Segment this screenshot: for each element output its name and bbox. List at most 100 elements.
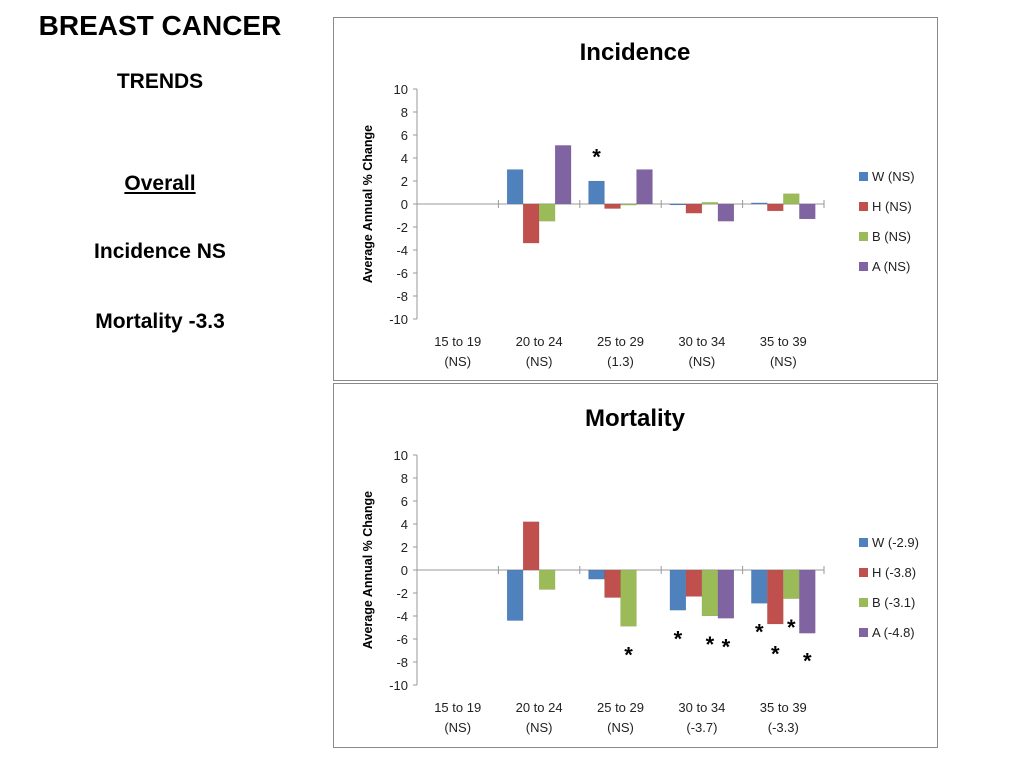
mortality-significance-marker: * — [755, 620, 764, 645]
mortality-legend-label-h: H (-3.8) — [872, 565, 916, 580]
incidence-bar-a — [717, 203, 735, 222]
incidence-legend-swatch-w — [859, 172, 868, 181]
incidence-bar-h — [604, 203, 621, 209]
mortality-y-tick-label: 8 — [401, 471, 408, 486]
mortality-y-tick-label: 6 — [401, 494, 408, 509]
incidence-x-tick-sublabel: (1.3) — [607, 354, 634, 369]
mortality-y-tick-label: 0 — [401, 563, 408, 578]
overall-heading: Overall — [124, 172, 196, 195]
mortality-y-tick-label: -10 — [389, 678, 408, 693]
mortality-x-tick-sublabel: (NS) — [444, 720, 471, 735]
incidence-y-tick-label: -10 — [389, 312, 408, 327]
incidence-x-tick-sublabel: (NS) — [689, 354, 716, 369]
incidence-y-tick-label: 10 — [394, 82, 408, 97]
mortality-y-tick-label: -8 — [396, 655, 408, 670]
mortality-y-axis-label: Average Annual % Change — [361, 491, 375, 649]
mortality-bar-b — [620, 569, 637, 627]
mortality-y-tick-label: -2 — [396, 586, 408, 601]
incidence-y-tick-label: 6 — [401, 128, 408, 143]
incidence-bar-h — [685, 203, 703, 214]
mortality-chart-title: Mortality — [585, 405, 686, 432]
mortality-summary: Mortality -3.3 — [95, 310, 225, 333]
mortality-significance-marker: * — [722, 634, 731, 659]
incidence-bar-b — [701, 202, 719, 205]
mortality-bar-w — [506, 569, 524, 621]
mortality-bar-h — [685, 569, 703, 597]
mortality-bar-a — [717, 569, 735, 619]
incidence-summary: Incidence NS — [94, 240, 226, 263]
mortality-y-tick-label: 2 — [401, 540, 408, 555]
incidence-chart: Incidence Average Annual % Change 10 8 6 4 2 0 -… — [333, 17, 938, 381]
mortality-legend-swatch-b — [859, 598, 868, 607]
incidence-bar-w — [669, 203, 687, 206]
mortality-bar-a — [799, 569, 816, 634]
incidence-y-axis-label: Average Annual % Change — [361, 125, 375, 283]
incidence-y-tick-label: 8 — [401, 105, 408, 120]
incidence-legend-label-b: B (NS) — [872, 229, 911, 244]
incidence-y-tick-label: -8 — [396, 289, 408, 304]
mortality-bar-w — [588, 569, 605, 580]
mortality-x-tick-sublabel: (-3.7) — [686, 720, 717, 735]
incidence-bar-b — [538, 203, 556, 222]
incidence-chart-title: Incidence — [580, 39, 691, 66]
mortality-significance-marker: * — [674, 626, 683, 651]
mortality-legend-swatch-w — [859, 538, 868, 547]
mortality-bar-h — [604, 569, 621, 598]
incidence-y-tick-label: -4 — [396, 243, 408, 258]
incidence-bar-b — [783, 193, 800, 205]
incidence-x-tick-label: 35 to 39 — [760, 334, 807, 349]
incidence-bar-h — [522, 203, 540, 244]
incidence-legend-swatch-h — [859, 202, 868, 211]
mortality-bar-b — [538, 569, 556, 590]
mortality-bar-b — [783, 569, 800, 599]
incidence-bar-a — [554, 145, 572, 205]
incidence-chart-svg: Incidence Average Annual % Change 10 8 6 4 2 0 -… — [361, 39, 915, 369]
slide-subtitle: TRENDS — [116, 70, 204, 93]
incidence-legend-label-w: W (NS) — [872, 169, 915, 184]
mortality-x-tick-sublabel: (NS) — [607, 720, 634, 735]
incidence-x-tick-sublabel: (NS) — [444, 354, 471, 369]
incidence-y-tick-label: 0 — [401, 197, 408, 212]
incidence-bar-a — [636, 169, 653, 205]
incidence-bar-a — [799, 203, 816, 220]
incidence-legend-swatch-a — [859, 262, 868, 271]
mortality-y-tick-label: 4 — [401, 517, 408, 532]
mortality-x-tick-sublabel: (NS) — [526, 720, 553, 735]
mortality-bar-h — [767, 569, 784, 625]
incidence-legend-swatch-b — [859, 232, 868, 241]
incidence-x-tick-label: 30 to 34 — [678, 334, 725, 349]
mortality-chart-svg: Mortality Average Annual % Change 10 8 6 4 2 0 -… — [361, 405, 919, 735]
incidence-bar-w — [588, 180, 605, 205]
mortality-y-tick-label: 10 — [394, 448, 408, 463]
slide-title: BREAST CANCER — [38, 10, 282, 41]
mortality-y-tick-label: -6 — [396, 632, 408, 647]
incidence-y-tick-label: -6 — [396, 266, 408, 281]
incidence-bar-h — [767, 203, 784, 212]
incidence-x-tick-label: 20 to 24 — [516, 334, 563, 349]
mortality-chart: Mortality Average Annual % Change 10 8 6 4 2 0 -… — [333, 383, 938, 748]
incidence-bar-w — [506, 169, 524, 205]
incidence-x-tick-sublabel: (NS) — [770, 354, 797, 369]
mortality-legend-swatch-a — [859, 628, 868, 637]
mortality-bar-w — [751, 569, 768, 604]
mortality-x-tick-label: 15 to 19 — [434, 700, 481, 715]
mortality-significance-marker: * — [787, 615, 796, 640]
mortality-bar-b — [701, 569, 719, 617]
mortality-x-tick-label: 35 to 39 — [760, 700, 807, 715]
mortality-legend-label-a: A (-4.8) — [872, 625, 915, 640]
mortality-x-tick-label: 20 to 24 — [516, 700, 563, 715]
incidence-significance-marker: * — [592, 144, 601, 169]
mortality-x-tick-label: 25 to 29 — [597, 700, 644, 715]
mortality-significance-marker: * — [803, 648, 812, 673]
incidence-y-tick-label: 2 — [401, 174, 408, 189]
incidence-bar-w — [751, 202, 768, 205]
incidence-bar-b — [620, 203, 637, 206]
incidence-x-tick-label: 15 to 19 — [434, 334, 481, 349]
mortality-y-tick-label: -4 — [396, 609, 408, 624]
mortality-x-tick-sublabel: (-3.3) — [768, 720, 799, 735]
mortality-significance-marker: * — [706, 632, 715, 657]
incidence-legend-label-a: A (NS) — [872, 259, 910, 274]
incidence-y-tick-label: -2 — [396, 220, 408, 235]
mortality-significance-marker: * — [771, 641, 780, 666]
incidence-x-tick-label: 25 to 29 — [597, 334, 644, 349]
